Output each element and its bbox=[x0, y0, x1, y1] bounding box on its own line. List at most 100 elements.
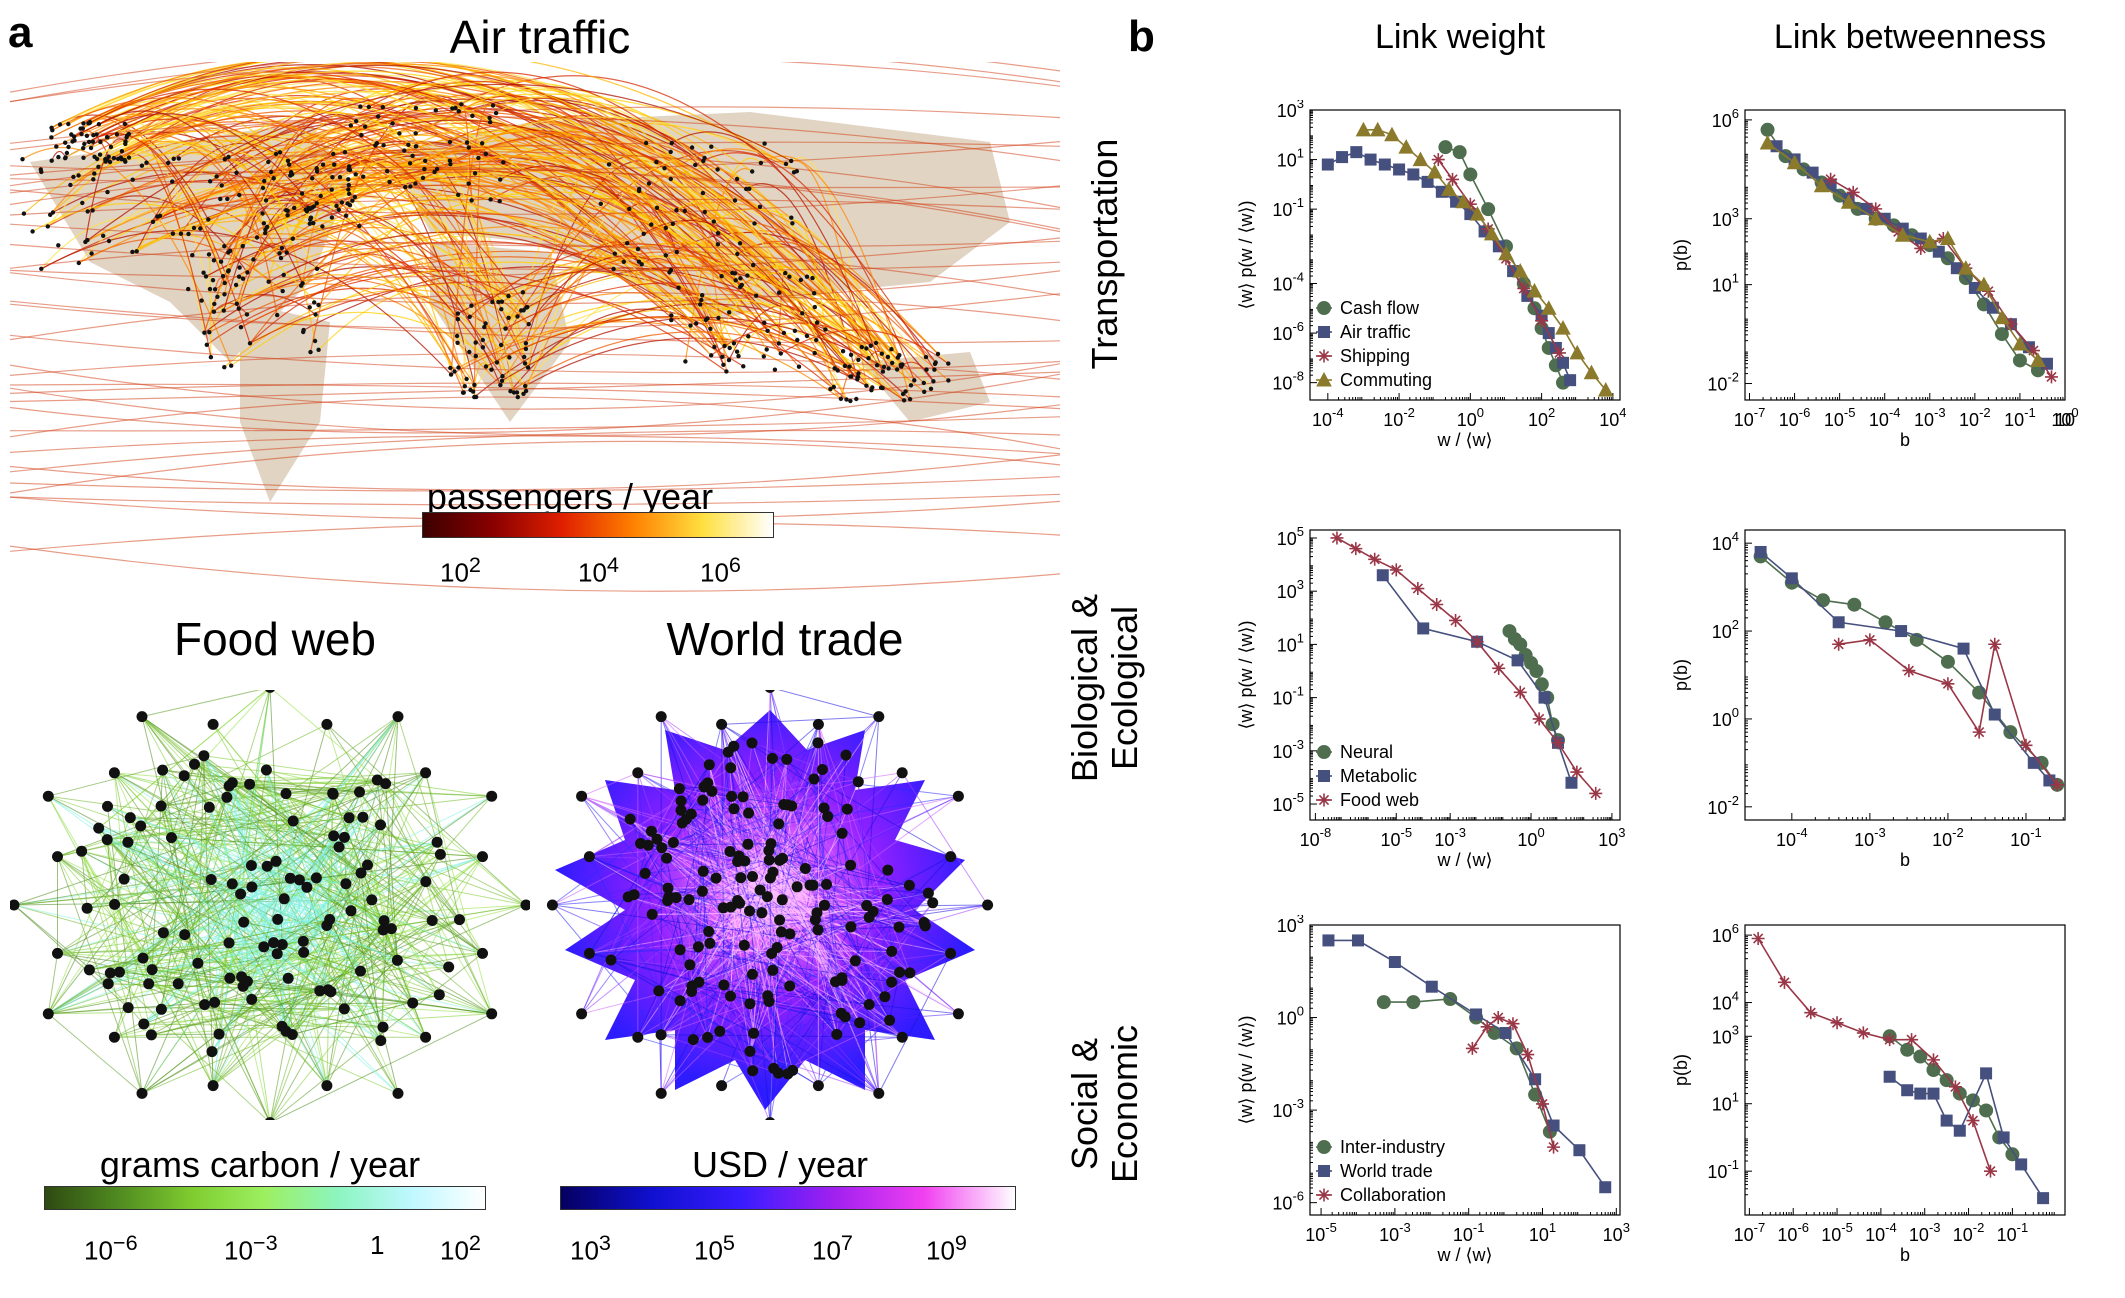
network-node bbox=[172, 978, 184, 990]
airport-node bbox=[499, 307, 504, 312]
data-point bbox=[1364, 153, 1377, 166]
tick-label: 104 bbox=[1599, 405, 1626, 430]
network-link bbox=[588, 856, 660, 992]
network-link bbox=[425, 772, 460, 920]
data-point bbox=[1351, 934, 1364, 947]
flight-route bbox=[10, 151, 1060, 209]
network-node bbox=[927, 897, 939, 909]
airport-node bbox=[307, 221, 312, 226]
col-title-link-weight: Link weight bbox=[1374, 18, 1546, 56]
airport-node bbox=[751, 262, 756, 268]
network-node bbox=[812, 718, 824, 730]
network-link bbox=[773, 926, 852, 1069]
airport-node bbox=[901, 398, 907, 403]
airport-node bbox=[456, 365, 461, 370]
airport-node bbox=[316, 302, 321, 308]
flight-route bbox=[684, 168, 753, 362]
airport-node bbox=[277, 251, 282, 256]
data-point bbox=[1883, 1033, 1897, 1047]
network-link bbox=[212, 978, 289, 1086]
airport-node bbox=[198, 226, 203, 231]
network-node bbox=[207, 1080, 219, 1092]
network-link bbox=[552, 830, 652, 906]
airport-node bbox=[515, 314, 520, 319]
flight-route bbox=[56, 108, 530, 325]
network-link bbox=[229, 966, 449, 979]
network-node bbox=[377, 1021, 389, 1033]
airport-node bbox=[523, 346, 529, 352]
data-point bbox=[1824, 172, 1838, 186]
tick-label: 10-6 bbox=[1777, 1220, 1809, 1245]
airport-node bbox=[789, 158, 794, 164]
bio-weight-plot: 10-8 10-5 10-3 100 103 105 103 101 10-1 10-3 10-5 w… bbox=[1236, 524, 1626, 870]
airport-node bbox=[238, 325, 244, 330]
legend-label: Cash flow bbox=[1340, 298, 1420, 318]
tick-label: 100 bbox=[1277, 1004, 1304, 1029]
network-node bbox=[703, 926, 715, 937]
airport-node bbox=[308, 349, 313, 355]
network-node bbox=[754, 884, 766, 896]
airport-node bbox=[724, 369, 729, 374]
network-link bbox=[277, 791, 360, 920]
network-link bbox=[203, 755, 362, 874]
network-link bbox=[276, 835, 335, 954]
flight-route bbox=[468, 155, 803, 314]
network-node bbox=[687, 1034, 699, 1046]
world-trade-title: World trade bbox=[666, 613, 904, 665]
network-link bbox=[581, 772, 638, 797]
data-point bbox=[1958, 260, 1974, 275]
network-node bbox=[136, 1087, 148, 1099]
flight-route bbox=[10, 141, 1060, 174]
network-node bbox=[840, 749, 852, 761]
airport-node bbox=[310, 176, 315, 181]
network-node bbox=[321, 718, 333, 730]
tick-label: 10-3 bbox=[1272, 737, 1304, 762]
flight-route bbox=[10, 300, 1060, 344]
series-metabolic bbox=[1376, 569, 1578, 789]
airport-node bbox=[700, 293, 705, 298]
tick-label: 10-5 bbox=[1272, 790, 1304, 815]
airport-node bbox=[342, 150, 348, 155]
flight-route bbox=[10, 198, 1060, 216]
tick-label: 10-1 bbox=[2010, 825, 2042, 850]
data-point bbox=[1455, 193, 1472, 209]
network-link bbox=[114, 772, 274, 943]
flight-route bbox=[10, 185, 1060, 215]
airport-node bbox=[407, 161, 413, 166]
flight-route bbox=[287, 196, 318, 216]
tick-label: 10-1 bbox=[1707, 1157, 1739, 1182]
flight-route bbox=[85, 83, 792, 243]
network-node bbox=[632, 767, 644, 779]
airport-node bbox=[330, 175, 335, 180]
flight-route bbox=[450, 103, 494, 375]
network-link bbox=[249, 783, 492, 797]
network-link bbox=[343, 824, 381, 1009]
network-node bbox=[692, 941, 704, 953]
data-point bbox=[1350, 146, 1363, 159]
network-node bbox=[297, 935, 309, 947]
data-point bbox=[1994, 327, 2009, 342]
network-node bbox=[207, 718, 219, 730]
network-link bbox=[231, 782, 328, 1086]
airport-node bbox=[654, 159, 659, 165]
tick-label: 10-2 bbox=[1707, 793, 1739, 818]
airport-node bbox=[414, 144, 419, 149]
network-link bbox=[730, 995, 754, 1071]
network-node bbox=[777, 852, 788, 864]
data-point bbox=[1564, 374, 1577, 387]
network-link bbox=[114, 772, 345, 838]
airport-node bbox=[219, 183, 224, 188]
airport-node bbox=[522, 354, 527, 360]
flight-route bbox=[10, 353, 1060, 380]
network-node bbox=[704, 937, 716, 949]
airport-node bbox=[49, 125, 54, 130]
trade-cb-tick-3: 107 bbox=[812, 1230, 853, 1266]
x-axis-label: b bbox=[1900, 430, 1910, 450]
network-link bbox=[113, 772, 125, 880]
legend-label: Metabolic bbox=[1340, 766, 1417, 786]
airport-node bbox=[473, 353, 478, 359]
network-link bbox=[360, 928, 392, 972]
flight-route bbox=[214, 212, 672, 290]
airport-node bbox=[798, 277, 804, 283]
series-line bbox=[1471, 1016, 1555, 1148]
